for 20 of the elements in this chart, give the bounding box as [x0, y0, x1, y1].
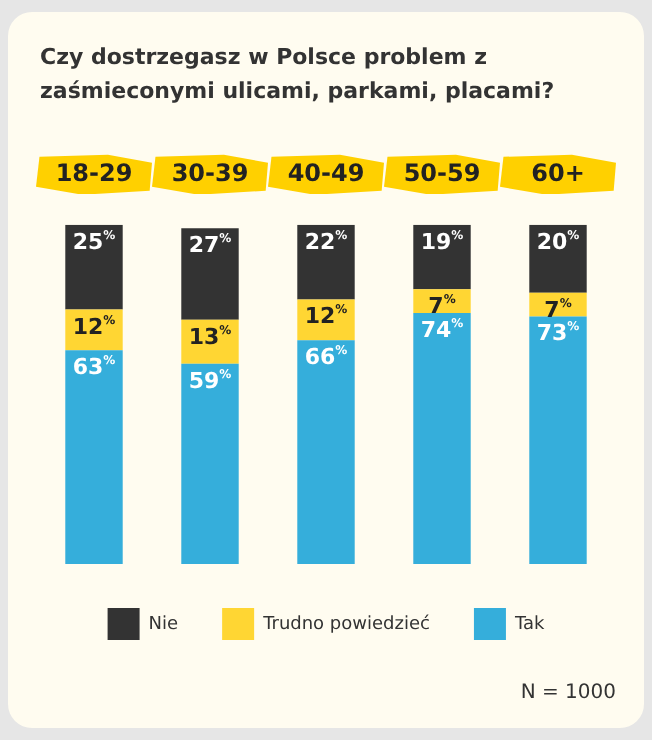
legend-label: Tak	[512, 614, 546, 635]
bar	[181, 228, 239, 320]
bar	[413, 312, 471, 564]
bar	[297, 340, 355, 564]
bar	[181, 363, 239, 564]
bar	[65, 350, 123, 564]
bar	[529, 316, 587, 564]
bar	[297, 224, 355, 300]
legend-label: Trudno powiedzieć	[261, 612, 431, 635]
chart-title: Czy dostrzegasz w Polsce problem z zaśmieconymi ulicami, parkami, placami?	[40, 42, 557, 108]
bar	[529, 224, 587, 293]
bar	[413, 224, 471, 290]
x-tick-label: 50-59	[403, 158, 481, 187]
x-tick-label: 40-49	[287, 158, 365, 187]
legend-label: Nie	[148, 614, 180, 635]
x-tick-label: 30-39	[171, 158, 249, 187]
x-tick-label: 18-29	[55, 158, 133, 187]
x-tick-label: 60+	[531, 158, 585, 187]
text: N = 1000	[520, 682, 616, 704]
bar	[65, 224, 123, 310]
